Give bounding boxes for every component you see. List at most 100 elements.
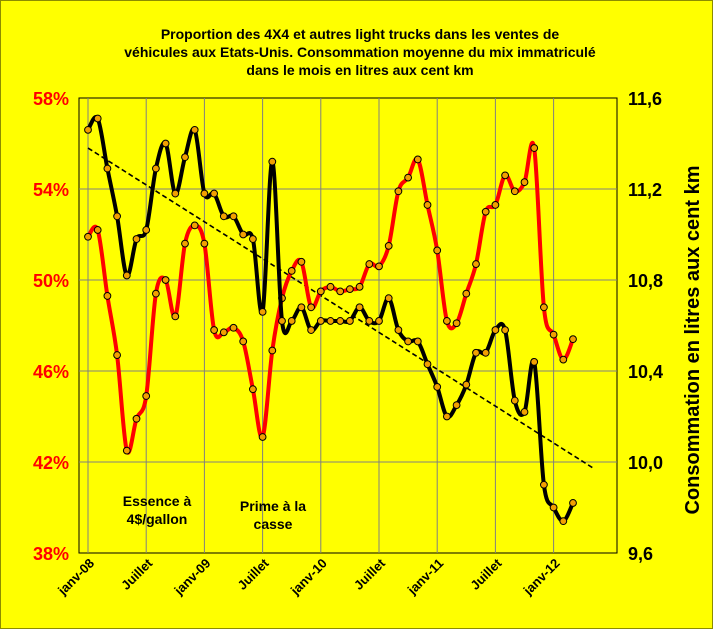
red-series-point (413, 155, 422, 164)
red-series-point (520, 178, 529, 187)
red-series-point (559, 355, 568, 364)
black-series-point (142, 226, 151, 234)
left-axis-ticks: 38% 42% 46% 50% 54% 58% (33, 89, 69, 564)
black-series-point (171, 189, 180, 198)
red-series-point (142, 392, 151, 400)
black-series-point (336, 317, 345, 325)
black-series-point (122, 271, 131, 280)
red-series-point (569, 335, 577, 344)
black-series-point (443, 412, 451, 421)
red-series-point (472, 260, 480, 268)
black-series-point (355, 303, 364, 312)
black-series-point (423, 360, 432, 369)
red-series-point (249, 385, 257, 394)
chart-title-line-1: Proportion des 4X4 et autres light truck… (161, 26, 560, 42)
red-series-point (462, 289, 471, 298)
y-tick-right: 10,4 (628, 362, 663, 382)
red-series-point (200, 239, 209, 248)
black-series-point (472, 348, 480, 357)
chart-title-line-3: dans le mois en litres aux cent km (246, 62, 473, 78)
red-series-point (210, 326, 219, 334)
red-series-point (491, 201, 500, 209)
red-series-point (258, 433, 267, 441)
black-series-point (462, 380, 471, 389)
black-series-point (365, 317, 374, 325)
red-series-point (346, 285, 354, 294)
series-layer (84, 114, 595, 526)
x-tick-label: janv-10 (287, 556, 330, 599)
red-series-point (404, 173, 413, 182)
red-series-point (297, 257, 306, 266)
x-tick-label: Juillet (351, 555, 389, 593)
gridlines (79, 98, 617, 553)
annotation-essence-line-2: 4$/gallon (127, 511, 188, 527)
y-tick-left: 54% (33, 180, 69, 200)
black-series-point (297, 303, 306, 312)
black-series-point (249, 235, 257, 243)
annotation-prime-line-1: Prime à la (240, 498, 306, 514)
black-series-point (540, 480, 548, 489)
black-series-point (413, 337, 422, 346)
y-tick-right: 11,2 (628, 180, 662, 200)
black-series-point (346, 317, 354, 325)
black-series-point (84, 125, 92, 134)
red-series-point (433, 246, 442, 255)
black-series-point (307, 326, 316, 334)
x-tick-label: Juillet (235, 555, 273, 593)
red-series-point (452, 319, 461, 328)
black-series-point (452, 401, 461, 410)
red-series-point (365, 260, 374, 268)
annotation-essence-line-1: Essence à (123, 493, 192, 509)
black-series-point (316, 317, 325, 325)
red-series-point (481, 207, 490, 216)
black-series-point (278, 317, 286, 325)
black-series-point (569, 499, 577, 507)
y-tick-left: 42% (33, 453, 69, 473)
x-tick-label: janv-09 (171, 556, 214, 599)
red-series-point (355, 282, 364, 291)
red-series-point (103, 292, 112, 300)
right-axis-ticks: 9,6 10,0 10,4 10,8 11,2 11,6 (628, 89, 663, 564)
black-series-point (404, 337, 413, 346)
red-series-point (122, 446, 131, 455)
black-series-point (491, 326, 500, 334)
red-series-point (239, 337, 248, 346)
red-series-point (113, 351, 121, 359)
annotation-prime-line-2: casse (254, 516, 293, 532)
black-series-point (520, 408, 529, 416)
black-series-point (219, 212, 228, 221)
red-series-point (307, 303, 316, 312)
black-series-point (181, 153, 189, 162)
black-series-point (394, 326, 403, 334)
red-series-point (161, 276, 170, 284)
black-series-point (501, 326, 510, 334)
red-series-point (326, 282, 335, 291)
y-tick-right: 10,0 (628, 453, 663, 473)
y-tick-left: 46% (33, 362, 69, 382)
red-series-point (84, 232, 92, 241)
black-series-point (549, 503, 558, 512)
black-series-point (152, 164, 160, 173)
red-series-point (423, 201, 432, 209)
y-tick-right: 10,8 (628, 271, 663, 291)
red-series-point (336, 287, 345, 296)
y-tick-right: 11,6 (628, 89, 662, 109)
black-series-point (433, 383, 442, 391)
y-axis-right-label: Consommation en litres aux cent km (682, 166, 704, 515)
black-series-point (113, 212, 121, 221)
black-series-point (384, 294, 393, 303)
red-series-point (375, 262, 383, 271)
x-tick-label: janv-12 (520, 556, 563, 599)
x-tick-label: Juillet (467, 555, 505, 593)
black-series-point (559, 517, 568, 526)
black-series-point (93, 114, 102, 123)
black-series-point (103, 164, 112, 173)
x-tick-label: Juillet (118, 555, 156, 593)
y-tick-left: 50% (33, 271, 69, 291)
red-series-point (132, 414, 141, 423)
red-series-point (181, 239, 189, 248)
black-series-point (190, 125, 199, 134)
black-series-point (268, 157, 277, 166)
red-series-point (394, 187, 403, 196)
